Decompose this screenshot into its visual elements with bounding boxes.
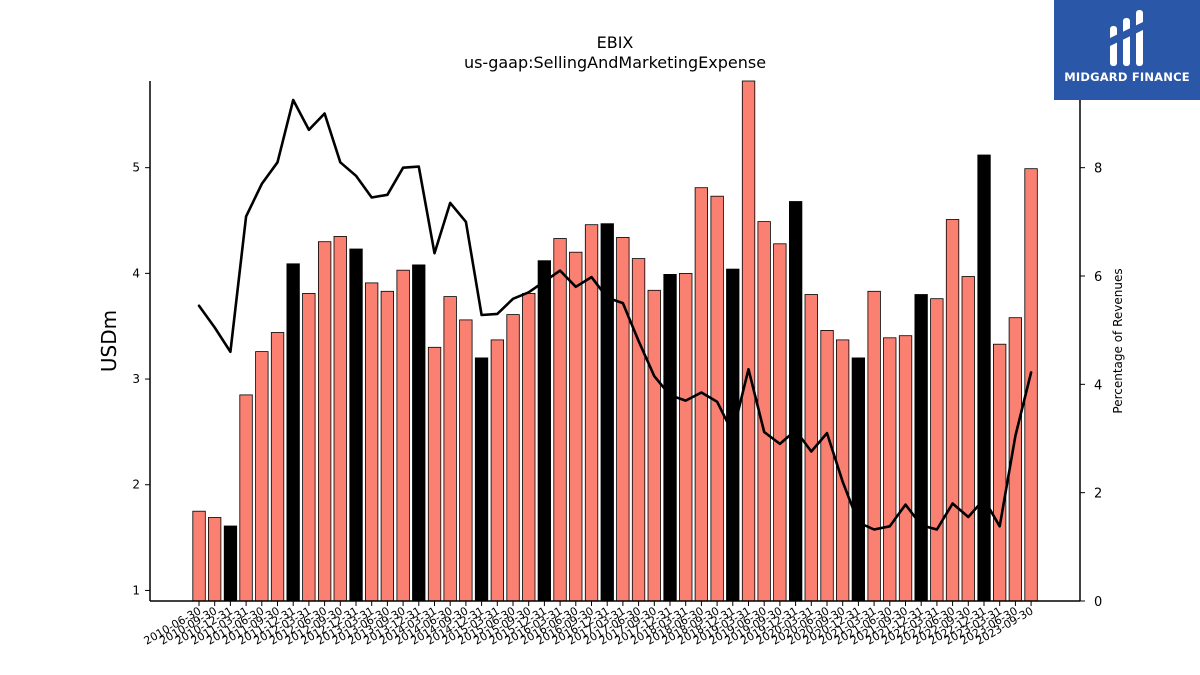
bar-2013-09-30 (396, 269, 410, 602)
y2-tick-label: 2 (1094, 487, 1102, 502)
bar-2021-06-30 (883, 337, 897, 602)
bar-2023-03-31 (993, 343, 1007, 602)
bar-2012-12-31 (349, 248, 363, 602)
bar-2011-06-30 (255, 351, 269, 602)
bar-2012-06-30 (317, 241, 332, 602)
bar-2012-03-31 (302, 292, 316, 602)
bar-2023-09-30 (1024, 168, 1038, 602)
bar-2022-09-30 (961, 276, 975, 602)
bar-2016-06-30 (569, 251, 583, 602)
bar-2020-12-31 (851, 357, 865, 602)
bar-2017-06-30 (631, 258, 646, 602)
y-tick-label: 2 (132, 478, 140, 492)
percentage-of-revenues-line (197, 98, 1033, 531)
bar-2015-09-30 (522, 292, 536, 602)
y2-tick-label: 6 (1094, 270, 1102, 285)
bar-2019-12-31 (789, 201, 803, 602)
bar-2013-06-30 (380, 290, 395, 602)
y2-tick-label: 0 (1094, 595, 1102, 610)
percentage-line-series (197, 98, 1033, 531)
bar-2019-09-30 (773, 243, 787, 602)
bar-2014-12-31 (474, 357, 489, 602)
y2-axis-label: Percentage of Revenues (1111, 268, 1125, 413)
bar-2022-03-31 (930, 298, 944, 602)
bar-2016-03-31 (553, 238, 567, 602)
chart-title: EBIX (596, 33, 634, 52)
bar-2017-12-31 (663, 273, 677, 602)
bar-2021-12-31 (914, 294, 928, 602)
y-tick-label: 4 (132, 266, 140, 280)
y-tick-label: 1 (132, 583, 140, 597)
bar-2019-03-31 (741, 80, 756, 602)
bar-2014-09-30 (459, 319, 473, 602)
bar-2016-12-31 (600, 223, 614, 602)
bar-series (192, 80, 1038, 602)
y-axis-label: USDm (97, 310, 121, 372)
bar-2011-09-30 (270, 332, 285, 602)
bar-2011-12-31 (286, 263, 300, 602)
bar-2018-12-31 (726, 268, 740, 602)
bar-2022-12-31 (977, 154, 991, 602)
bar-2021-09-30 (898, 335, 913, 602)
bar-2013-12-31 (412, 264, 426, 602)
bar-2020-06-30 (820, 329, 834, 602)
bar-2015-12-31 (537, 260, 551, 602)
y-tick-label: 3 (132, 372, 140, 386)
y2-tick-label: 4 (1094, 378, 1102, 393)
axes (145, 81, 1085, 606)
bar-2021-03-31 (867, 290, 881, 602)
logo-text: MIDGARD FINANCE (1064, 70, 1190, 84)
bar-2010-06-30 (192, 510, 206, 602)
bar-2010-12-31 (223, 525, 238, 602)
y-tick-label: 5 (132, 161, 140, 175)
midgard-finance-logo: MIDGARD FINANCE (1054, 0, 1200, 100)
bar-2017-09-30 (647, 289, 661, 602)
bar-2022-06-30 (945, 219, 960, 602)
bar-2010-09-30 (207, 517, 222, 602)
bar-2011-03-31 (239, 394, 253, 602)
bar-2015-03-31 (490, 339, 505, 602)
bar-2017-03-31 (616, 236, 630, 602)
bar-2013-03-31 (364, 282, 379, 602)
y2-tick-label: 8 (1094, 162, 1102, 177)
logo-mark-icon (1110, 10, 1143, 66)
bar-2014-03-31 (427, 346, 442, 602)
bar-2014-06-30 (443, 296, 457, 602)
bar-2015-06-30 (506, 314, 520, 602)
bar-2012-09-30 (333, 235, 347, 602)
bar-2018-03-31 (679, 272, 693, 602)
chart-subtitle: us-gaap:SellingAndMarketingExpense (463, 53, 767, 72)
